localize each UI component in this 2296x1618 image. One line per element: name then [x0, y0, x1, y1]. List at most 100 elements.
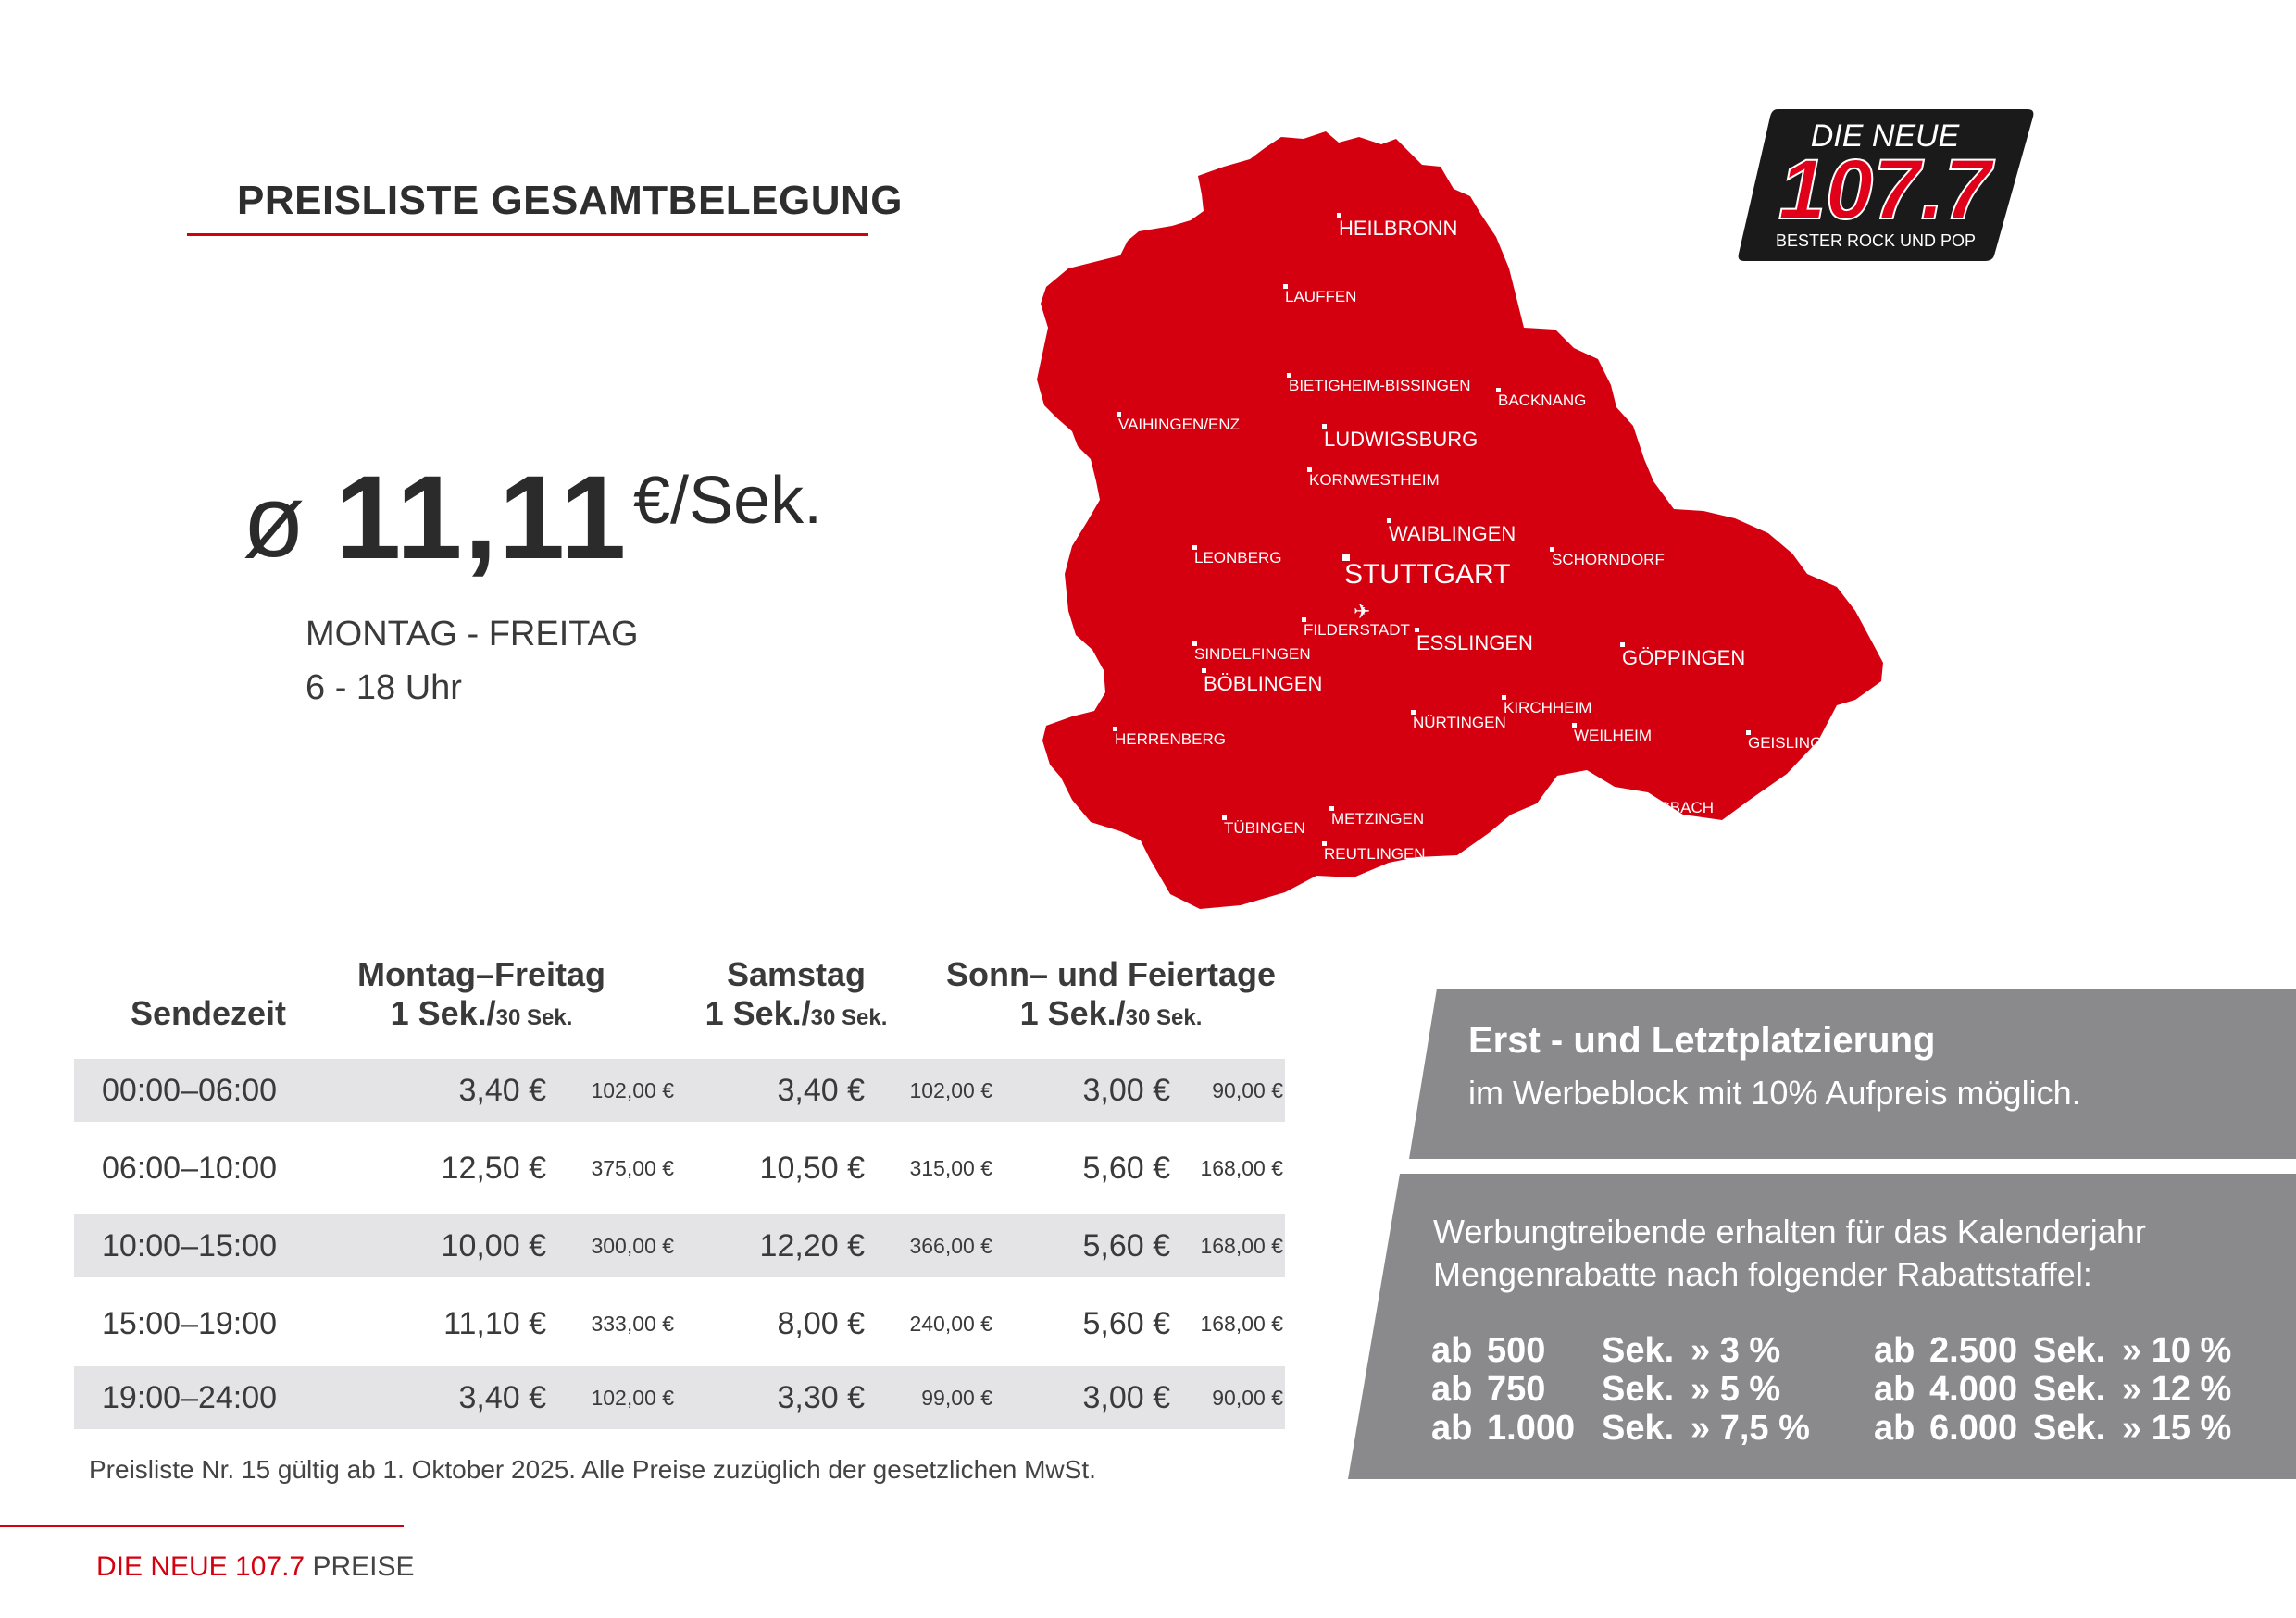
header-sunday-unit: 1 Sek./30 Sek.	[926, 994, 1296, 1038]
saturday-price: 3,30 €	[777, 1380, 865, 1415]
city-label: HERRENBERG	[1115, 730, 1226, 748]
discount-unit: Sek.	[2033, 1370, 2106, 1409]
city-marker	[1202, 668, 1206, 673]
weekday-price: 3,40 €	[458, 1073, 546, 1108]
station-logo: DIE NEUE 107.7 BESTER ROCK UND POP	[1738, 109, 2034, 261]
header-saturday-unit: 1 Sek./30 Sek.	[648, 994, 944, 1038]
city-label: GOSBACH	[1635, 799, 1714, 816]
city-label: LEONBERG	[1194, 549, 1281, 566]
discount-panel	[1348, 1174, 2296, 1479]
unit-big: 1 Sek./	[1019, 994, 1126, 1032]
sunday-price-30: 90,00 €	[1212, 1078, 1283, 1102]
logo-top-text: DIE NEUE	[1811, 118, 1960, 154]
city-marker	[1572, 723, 1577, 728]
placement-heading: Erst - und Letztplatzierung	[1468, 1020, 1936, 1061]
discount-ab: ab	[1874, 1331, 1915, 1370]
city-label: KORNWESTHEIM	[1309, 471, 1440, 489]
saturday-price-30: 366,00 €	[909, 1234, 992, 1258]
city-label: NÜRTINGEN	[1413, 714, 1506, 731]
table-row: 00:00–06:00 3,40 € 102,00 € 3,40 € 102,0…	[74, 1059, 1285, 1122]
city-marker	[1337, 213, 1341, 218]
city-label: REUTLINGEN	[1324, 845, 1426, 863]
discount-amount: 2.500	[1929, 1331, 2018, 1370]
discount-panel-bg	[1348, 1174, 2296, 1479]
average-price-unit: €/Sek.	[633, 464, 823, 538]
city-label: LUDWIGSBURG	[1324, 428, 1478, 451]
discount-amount: 1.000	[1487, 1409, 1576, 1448]
weekday-price: 12,50 €	[441, 1151, 546, 1186]
header-saturday: Samstag	[726, 955, 867, 993]
discount-ab: ab	[1874, 1370, 1915, 1409]
city-label: BACKNANG	[1498, 392, 1586, 409]
city-label: VAIHINGEN/ENZ	[1118, 416, 1240, 433]
sunday-price: 5,60 €	[1082, 1151, 1170, 1186]
discount-unit: Sek.	[2033, 1409, 2106, 1448]
unit-small: 30 Sek.	[1125, 1005, 1203, 1030]
city-label: TÜBINGEN	[1224, 819, 1305, 837]
discount-ab: ab	[1431, 1370, 1473, 1409]
city-label: GEISLINGEN	[1748, 734, 1844, 752]
city-marker	[1302, 617, 1306, 622]
discount-unit: Sek.	[2033, 1331, 2106, 1370]
saturday-price: 12,20 €	[759, 1228, 865, 1263]
logo-badge	[1738, 109, 2034, 261]
city-marker	[1287, 373, 1292, 378]
sunday-price-30: 168,00 €	[1200, 1156, 1283, 1180]
city-marker	[1192, 641, 1197, 646]
discount-percent: » 10 %	[2122, 1331, 2232, 1370]
city-label: METZINGEN	[1331, 810, 1424, 828]
header-weekday-unit: 1 Sek./30 Sek.	[324, 994, 639, 1038]
discount-unit: Sek.	[1602, 1331, 1675, 1370]
discount-ab: ab	[1874, 1409, 1915, 1448]
city-marker	[1192, 545, 1197, 550]
city-label: SINDELFINGEN	[1194, 645, 1311, 663]
city-marker	[1633, 795, 1638, 800]
city-labels: HEILBRONN LAUFFEN BIETIGHEIM-BISSINGEN BACK…	[1113, 213, 1844, 863]
logo-number: 107.7	[1778, 143, 1995, 237]
city-marker	[1550, 547, 1554, 552]
city-marker	[1117, 412, 1121, 417]
header-weekday: Montag–Freitag	[356, 955, 605, 993]
city-marker	[1329, 806, 1334, 811]
time-slot: 10:00–15:00	[102, 1228, 278, 1263]
city-label: STUTTGART	[1344, 559, 1510, 590]
discount-ab: ab	[1431, 1409, 1473, 1448]
logo-tagline: BESTER ROCK UND POP	[1776, 231, 1976, 250]
average-symbol: ø	[243, 465, 306, 579]
page-title: PREISLISTE GESAMTBELEGUNG	[237, 178, 904, 223]
sunday-price: 5,60 €	[1082, 1306, 1170, 1341]
footer-brand: DIE NEUE 107.7 PREISE	[96, 1551, 415, 1583]
city-marker	[1222, 815, 1227, 820]
weekday-price-30: 102,00 €	[591, 1386, 674, 1410]
city-marker	[1496, 388, 1501, 392]
city-marker	[1283, 284, 1288, 289]
header-sunday: Sonn– und Feiertage	[945, 955, 1277, 993]
sunday-price: 5,60 €	[1082, 1228, 1170, 1263]
city-label: GÖPPINGEN	[1622, 646, 1745, 669]
average-days: MONTAG - FREITAG	[306, 615, 639, 653]
coverage-map: HEILBRONN LAUFFEN BIETIGHEIM-BISSINGEN BACK…	[1037, 131, 1883, 909]
weekday-price: 11,10 €	[443, 1306, 546, 1341]
discount-amount: 500	[1487, 1331, 1546, 1370]
saturday-price-30: 315,00 €	[909, 1156, 992, 1180]
sunday-price-30: 168,00 €	[1200, 1234, 1283, 1258]
sunday-price-30: 168,00 €	[1200, 1312, 1283, 1336]
discount-ab: ab	[1431, 1331, 1473, 1370]
header-sendezeit: Sendezeit	[130, 994, 287, 1032]
placement-panel-bg	[1409, 989, 2296, 1159]
average-hours: 6 - 18 Uhr	[306, 668, 462, 707]
discount-percent: » 7,5 %	[1691, 1409, 1810, 1448]
sunday-price-30: 90,00 €	[1212, 1386, 1283, 1410]
city-label: WAIBLINGEN	[1389, 522, 1516, 545]
title-underline	[187, 233, 868, 236]
saturday-price-30: 99,00 €	[921, 1386, 992, 1410]
city-label: HEILBRONN	[1339, 217, 1457, 240]
weekday-price-30: 375,00 €	[591, 1156, 674, 1180]
city-marker	[1322, 841, 1327, 846]
footer-brand-name: DIE NEUE 107.7	[96, 1551, 306, 1582]
unit-small: 30 Sek.	[495, 1005, 573, 1030]
discount-unit: Sek.	[1602, 1409, 1675, 1448]
time-slot: 06:00–10:00	[102, 1151, 278, 1186]
time-slot: 19:00–24:00	[102, 1380, 278, 1415]
sunday-price: 3,00 €	[1082, 1073, 1170, 1108]
